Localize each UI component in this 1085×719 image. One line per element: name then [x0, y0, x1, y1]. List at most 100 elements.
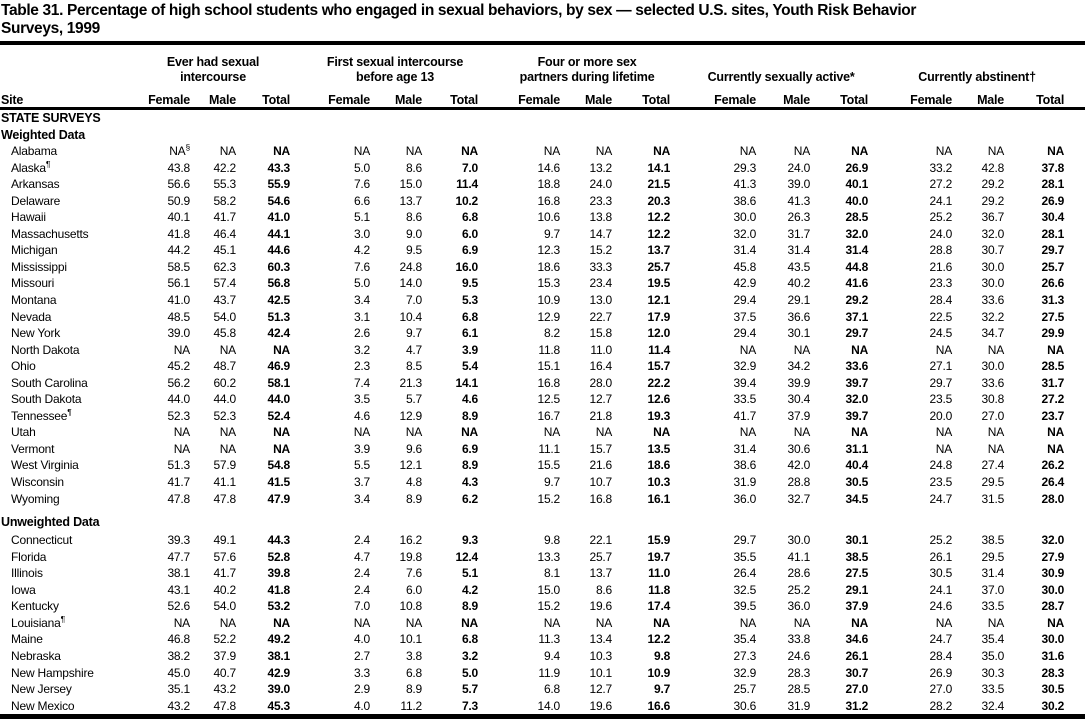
value-cell: 51.3: [267, 309, 291, 324]
value-cell: 7.6: [353, 177, 371, 192]
column-gap: [293, 43, 309, 87]
value-cell: 38.1: [267, 648, 291, 663]
column-group-currently-sexually-active: Currently sexually active*: [707, 70, 855, 84]
value-cell: 24.7: [929, 491, 953, 506]
value-cell: 7.0: [461, 160, 479, 175]
table-row: Nevada 48.5 54.0 51.3 3.1 10.4 6.8 12.9 22.7 17.9…: [0, 309, 1085, 326]
column-gap: [293, 193, 309, 210]
value-cell: 23.7: [1041, 408, 1065, 423]
value-cell: 5.7: [461, 682, 479, 697]
value-cell: 22.1: [589, 533, 613, 548]
column-gap: [293, 143, 309, 160]
value-cell: 21.3: [399, 375, 423, 390]
value-cell: 33.3: [589, 259, 613, 274]
value-cell: 46.4: [213, 226, 236, 241]
site-cell: Wyoming: [11, 491, 60, 506]
right-margin: [1067, 598, 1085, 615]
value-cell: 2.6: [353, 326, 371, 341]
value-cell: 19.3: [647, 408, 671, 423]
value-cell: 22.5: [929, 309, 953, 324]
value-cell: 41.3: [787, 193, 811, 208]
col-header-male: Male: [373, 87, 426, 110]
column-gap: [481, 681, 501, 698]
table-row: Wisconsin 41.7 41.1 41.5 3.7 4.8 4.3 9.7 10.7 10.…: [0, 474, 1085, 491]
value-cell: 21.6: [589, 458, 613, 473]
value-cell: 13.7: [399, 193, 423, 208]
column-group-currently-abstinent: Currently abstinent†: [918, 70, 1036, 84]
value-cell: NA: [987, 342, 1005, 357]
site-cell: New Hampshire: [11, 665, 94, 680]
value-cell: 26.1: [845, 648, 869, 663]
value-cell: 41.8: [167, 226, 190, 241]
value-cell: 11.8: [648, 582, 671, 597]
value-cell: 8.9: [461, 599, 479, 614]
column-gap: [481, 549, 501, 566]
value-cell: 35.0: [981, 648, 1005, 663]
value-cell: 47.7: [167, 549, 190, 564]
column-gap: [673, 491, 691, 508]
value-cell: 11.3: [538, 632, 561, 647]
column-gap: [481, 143, 501, 160]
value-cell: 39.3: [167, 533, 190, 548]
column-gap: [871, 193, 887, 210]
value-cell: 24.5: [929, 326, 953, 341]
value-cell: 8.6: [405, 160, 423, 175]
value-cell: 32.7: [787, 491, 811, 506]
column-gap: [871, 209, 887, 226]
value-cell: 31.4: [733, 441, 757, 456]
section-heading-label: STATE SURVEYS: [1, 111, 101, 125]
column-gap: [673, 424, 691, 441]
column-gap: [871, 565, 887, 582]
value-cell: 34.2: [787, 359, 811, 374]
value-cell: 44.0: [267, 392, 291, 407]
value-cell: 30.5: [845, 475, 869, 490]
value-cell: 19.6: [589, 599, 613, 614]
value-cell: 10.1: [399, 632, 423, 647]
value-cell: 30.4: [787, 392, 811, 407]
col-header-female: Female: [133, 87, 193, 110]
column-gap: [673, 209, 691, 226]
value-cell: 10.6: [537, 210, 561, 225]
value-cell: NA: [273, 342, 291, 357]
column-gap: [871, 424, 887, 441]
value-cell: 7.3: [461, 698, 479, 713]
value-cell: 56.6: [167, 177, 190, 192]
right-margin: [1067, 160, 1085, 177]
value-cell: 33.6: [845, 359, 869, 374]
value-cell: 32.4: [981, 698, 1005, 713]
right-margin: [1067, 143, 1085, 160]
value-cell: 6.9: [461, 441, 479, 456]
value-cell: 28.5: [845, 210, 869, 225]
right-margin: [1067, 549, 1085, 566]
value-cell: NA: [595, 615, 613, 630]
column-gap: [673, 648, 691, 665]
column-gap: [673, 665, 691, 682]
value-cell: 8.9: [461, 408, 479, 423]
value-cell: 28.8: [787, 475, 811, 490]
value-cell: 29.7: [1041, 243, 1065, 258]
right-margin: [1067, 358, 1085, 375]
value-cell: 12.5: [537, 392, 561, 407]
value-cell: 27.2: [929, 177, 953, 192]
value-cell: 36.6: [787, 309, 811, 324]
column-gap: [673, 391, 691, 408]
column-group-row: Ever had sexual intercourse First sexual…: [0, 43, 1085, 87]
value-cell: 58.5: [167, 259, 190, 274]
value-cell: 30.4: [1041, 210, 1065, 225]
column-gap: [293, 259, 309, 276]
right-margin: [1067, 275, 1085, 292]
site-cell: New Mexico: [11, 698, 75, 713]
value-cell: 13.2: [589, 160, 613, 175]
table-row: Michigan 44.2 45.1 44.6 4.2 9.5 6.9 12.3 15.2 13.…: [0, 242, 1085, 259]
column-group-four-or-more-partners: Four or more sex partners during lifetim…: [519, 55, 655, 84]
value-cell: 37.9: [845, 599, 869, 614]
column-gap: [481, 375, 501, 392]
value-cell: 38.5: [981, 533, 1005, 548]
value-cell: 10.7: [589, 475, 613, 490]
right-margin: [1067, 582, 1085, 599]
value-cell: NA: [273, 615, 291, 630]
value-cell: 16.8: [537, 193, 561, 208]
value-cell: 16.1: [647, 491, 671, 506]
value-cell: 52.8: [267, 549, 291, 564]
column-gap: [673, 441, 691, 458]
